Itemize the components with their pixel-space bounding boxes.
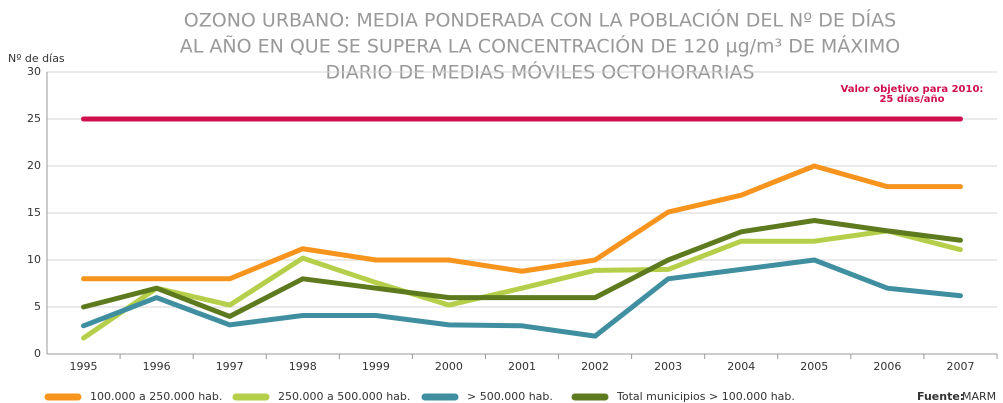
legend-label: > 500.000 hab.	[467, 390, 553, 403]
y-tick-label: 20	[27, 159, 41, 172]
target-label: Valor objetivo para 2010:	[841, 84, 984, 95]
series-line	[81, 163, 963, 282]
legend-label: 100.000 a 250.000 hab.	[90, 390, 222, 403]
x-tick-label: 2007	[946, 360, 974, 373]
x-tick-label: 1997	[216, 360, 244, 373]
series-line	[81, 218, 963, 319]
chart-title: AL AÑO EN QUE SE SUPERA LA CONCENTRACIÓN…	[180, 34, 900, 58]
series-line	[81, 228, 963, 341]
x-tick-label: 2005	[800, 360, 828, 373]
x-tick-label: 1995	[70, 360, 98, 373]
legend-label: Total municipios > 100.000 hab.	[616, 390, 795, 403]
x-tick-label: 2002	[581, 360, 609, 373]
source-label: Fuente:	[917, 390, 964, 403]
x-tick-label: 2000	[435, 360, 463, 373]
y-axis-label: Nº de días	[8, 52, 65, 65]
x-tick-label: 1999	[362, 360, 390, 373]
series-line	[81, 257, 963, 339]
x-tick-label: 1998	[289, 360, 317, 373]
y-tick-label: 25	[27, 112, 41, 125]
x-tick-label: 2003	[654, 360, 682, 373]
legend-label: 250.000 a 500.000 hab.	[278, 390, 410, 403]
y-tick-label: 30	[27, 65, 41, 78]
y-tick-label: 5	[34, 300, 41, 313]
target-label: 25 días/año	[879, 93, 944, 105]
x-tick-label: 2006	[873, 360, 901, 373]
y-tick-label: 10	[27, 253, 41, 266]
source-value: MARM	[962, 390, 996, 403]
chart-title: OZONO URBANO: MEDIA PONDERADA CON LA POB…	[184, 8, 896, 32]
y-tick-label: 15	[27, 206, 41, 219]
x-tick-label: 2001	[508, 360, 536, 373]
x-tick-label: 1996	[143, 360, 171, 373]
x-tick-label: 2004	[727, 360, 755, 373]
y-tick-label: 0	[34, 347, 41, 360]
